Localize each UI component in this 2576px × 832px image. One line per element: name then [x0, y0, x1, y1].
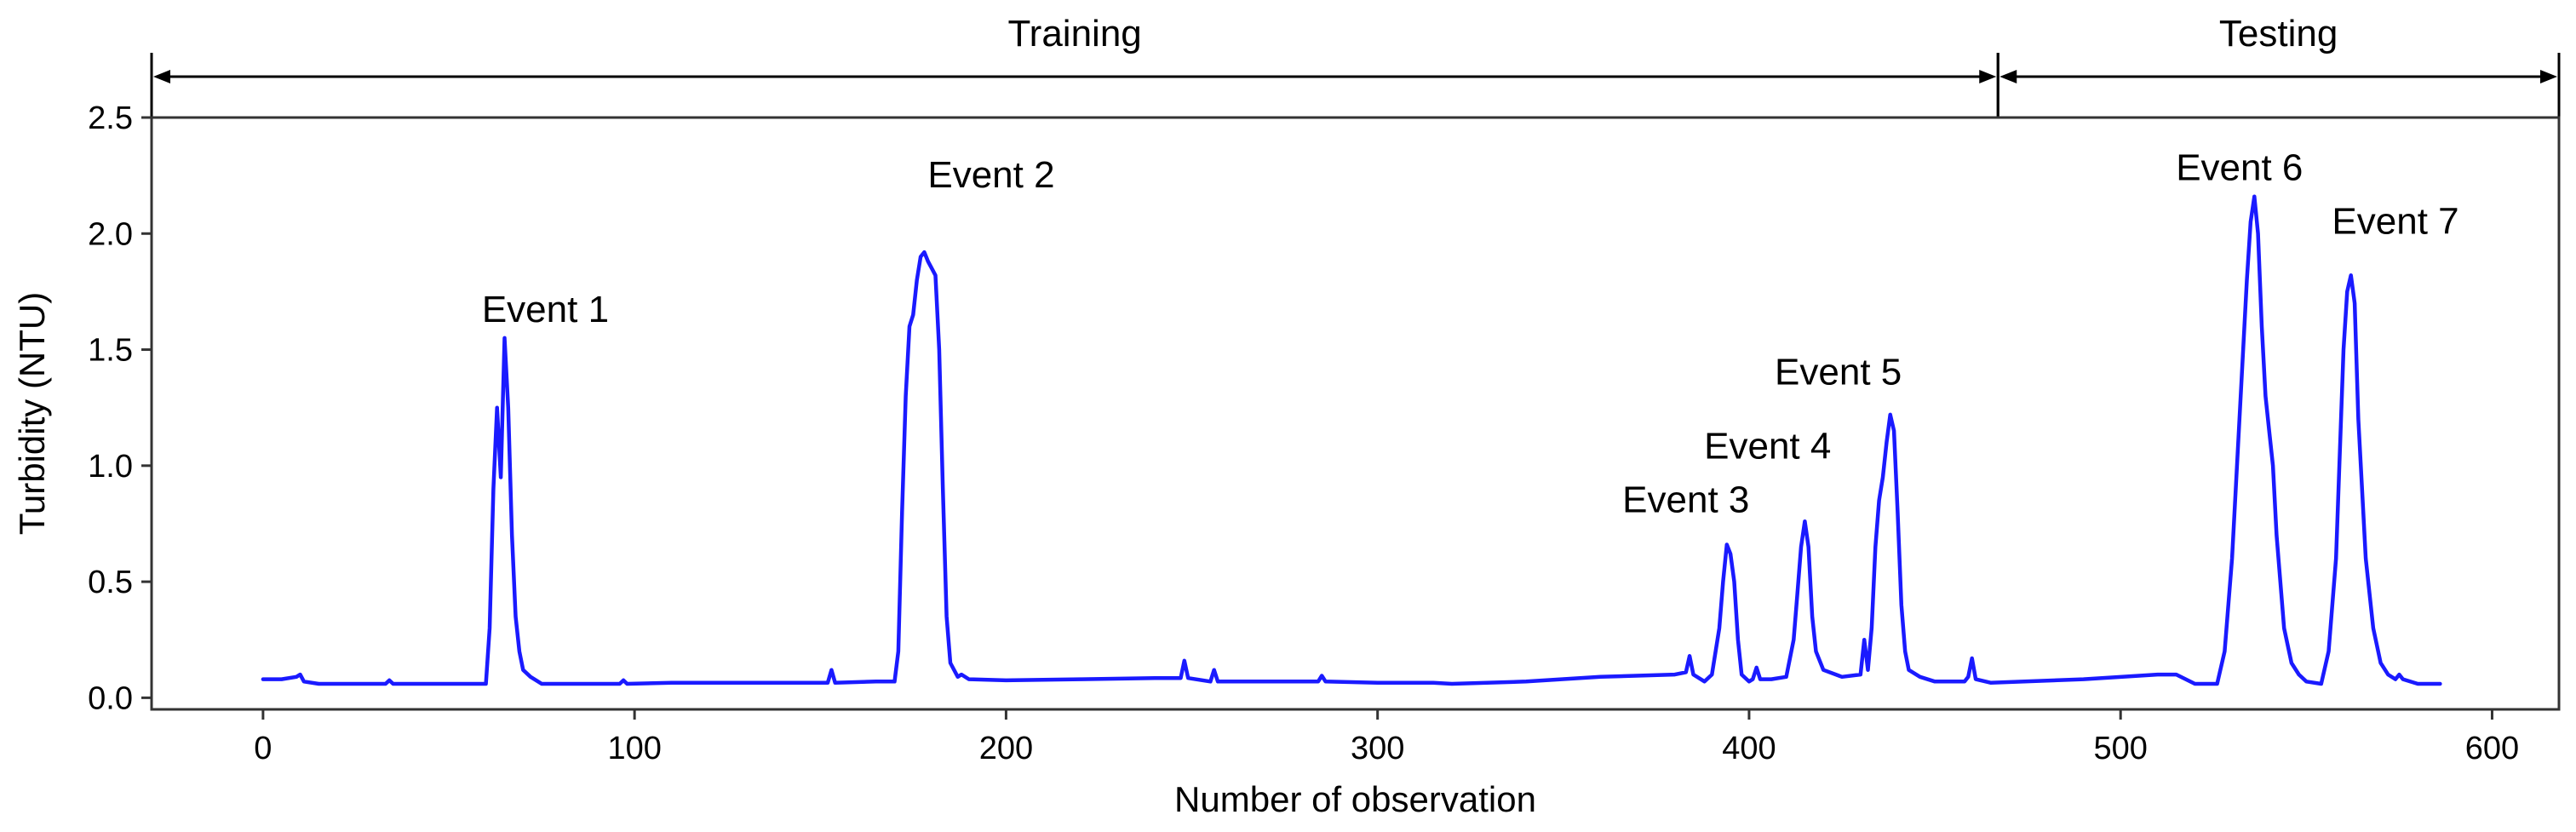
phase-annotation-layer: Training Testing: [150, 13, 2561, 118]
event-label: Event 6: [2176, 147, 2303, 189]
x-tick-label: 300: [1351, 731, 1404, 766]
x-tick-label: 500: [2094, 731, 2148, 766]
y-tick-label: 2.5: [88, 100, 133, 136]
event-annotation-layer: Event 1 Event 2 Event 3 Event 4 Event 5 Event…: [482, 147, 2459, 521]
event-label: Event 5: [1775, 351, 1902, 393]
event-label: Event 3: [1622, 479, 1749, 520]
x-axis-label: Number of observation: [1174, 779, 1536, 819]
event-label: Event 2: [927, 154, 1054, 196]
x-tick-label: 200: [979, 731, 1033, 766]
y-axis-label: Turbidity (NTU): [12, 292, 52, 535]
x-tick-label: 100: [607, 731, 661, 766]
turbidity-series-line: [261, 194, 2442, 686]
axis-ticks-layer: 0 100 200 300 400 500 600 0.0 0.5 1.0 1.5 2.0 2.5: [88, 100, 2519, 766]
x-tick-label: 400: [1722, 731, 1776, 766]
event-label: Event 1: [482, 289, 609, 330]
plot-frame: [150, 116, 2561, 711]
arrowhead-right-icon: [2540, 70, 2557, 83]
arrowhead-right-icon: [1979, 70, 1997, 83]
event-label: Event 7: [2332, 200, 2458, 242]
event-label: Event 4: [1704, 426, 1831, 468]
x-tick-label: 600: [2465, 731, 2519, 766]
phase-label: Training: [1007, 13, 1141, 55]
y-tick-label: 0.0: [88, 680, 133, 716]
y-tick-label: 2.0: [88, 216, 133, 252]
x-tick-label: 0: [254, 731, 272, 766]
y-tick-label: 1.5: [88, 333, 133, 369]
phase-label: Testing: [2219, 13, 2338, 55]
y-tick-label: 0.5: [88, 565, 133, 600]
series-layer: [261, 194, 2442, 686]
arrowhead-left-icon: [153, 70, 170, 83]
arrowhead-left-icon: [1999, 70, 2017, 83]
y-tick-label: 1.0: [88, 449, 133, 485]
